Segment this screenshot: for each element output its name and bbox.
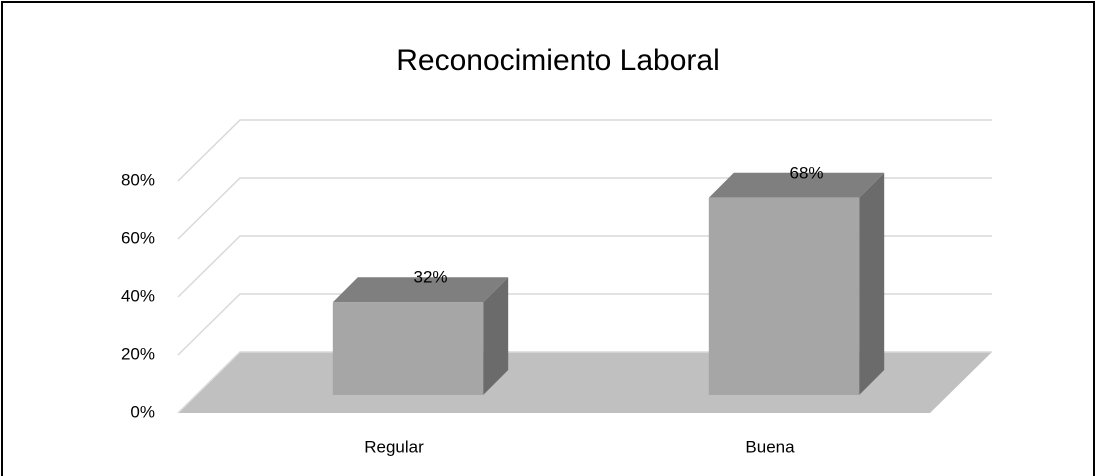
bar-top (708, 172, 885, 198)
bar-side (483, 277, 509, 395)
bar (708, 197, 860, 395)
grid-line (177, 119, 992, 182)
chart-title: Reconocimiento Laboral (396, 44, 720, 77)
y-tick-label: 20% (121, 344, 155, 363)
data-label: 68% (789, 163, 823, 182)
data-label: 32% (413, 268, 447, 287)
bar-side (859, 172, 885, 395)
bar-top (332, 277, 509, 303)
bar (332, 302, 484, 395)
y-tick-label: 60% (121, 228, 155, 247)
y-tick-label: 0% (130, 402, 155, 421)
x-tick-label: Buena (745, 437, 795, 456)
y-tick-label: 80% (121, 170, 155, 189)
x-tick-label: Regular (364, 437, 424, 456)
y-tick-label: 40% (121, 286, 155, 305)
